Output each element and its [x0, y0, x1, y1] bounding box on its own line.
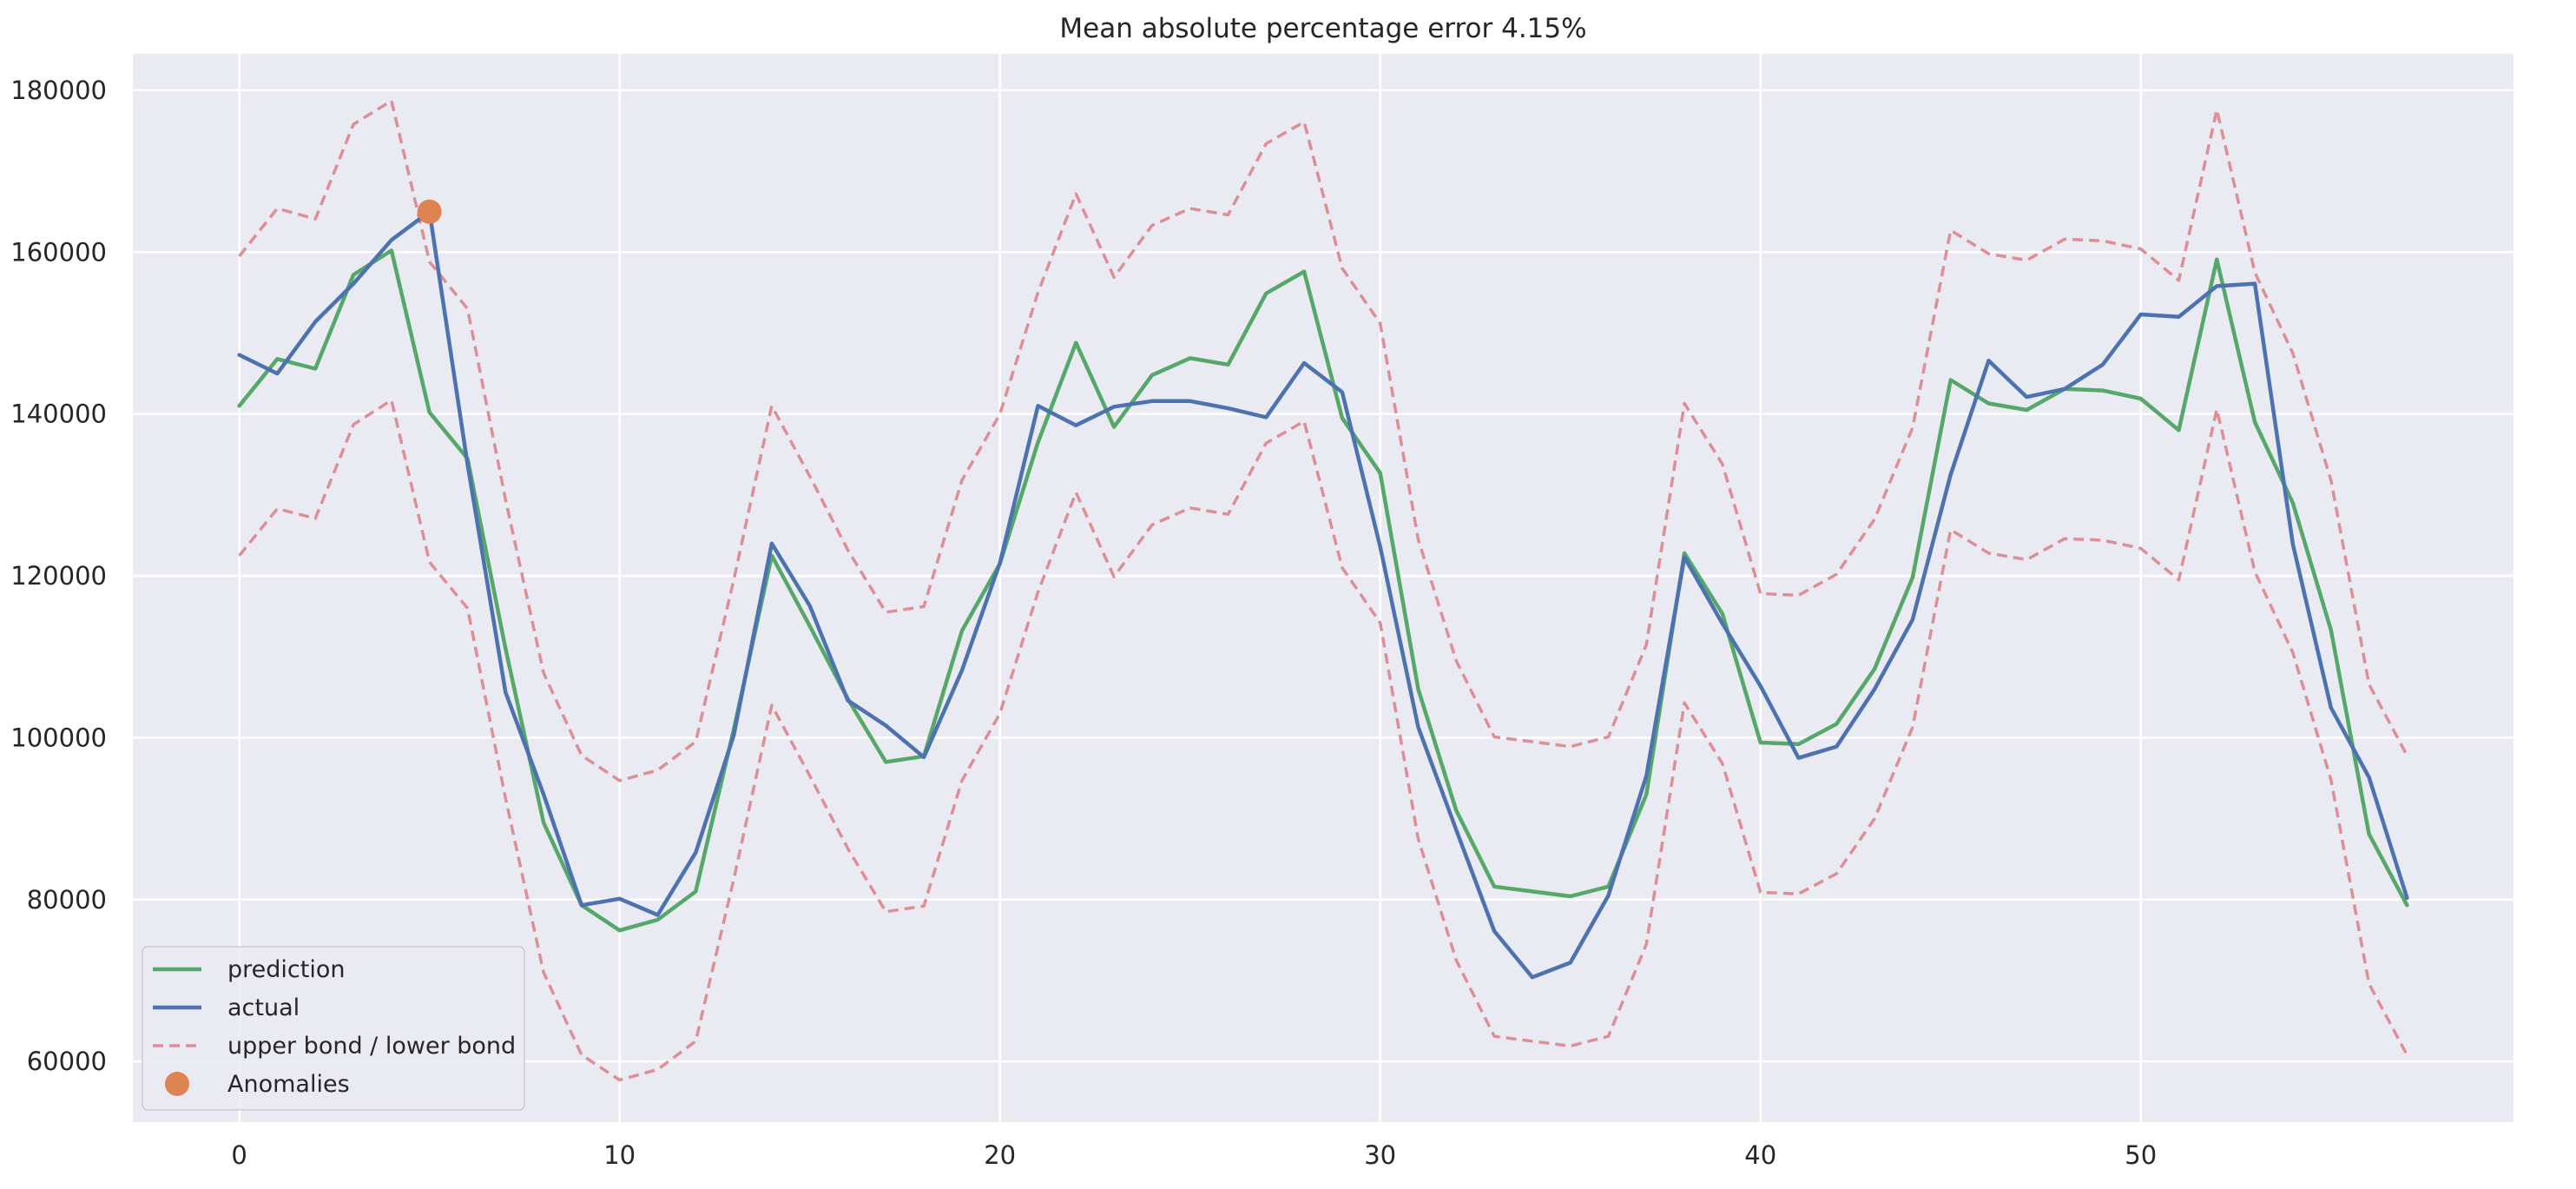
y-tick-label: 60000 — [27, 1047, 107, 1076]
series-layer — [237, 99, 2409, 1082]
legend-swatch-anomalies — [165, 1072, 189, 1096]
anomaly-layer — [417, 199, 442, 224]
series-line-upper-bond-lower-bond — [238, 99, 2408, 783]
grid-lines — [133, 54, 2513, 1122]
x-tick-label: 20 — [984, 1140, 1016, 1170]
anomaly-point — [417, 199, 442, 224]
y-tick-label: 80000 — [27, 885, 107, 915]
x-tick-label: 10 — [603, 1140, 636, 1170]
y-tick-label: 180000 — [10, 76, 107, 105]
x-tick-label: 40 — [1744, 1140, 1776, 1170]
legend-label-prediction: prediction — [227, 956, 345, 983]
x-tick-label: 30 — [1364, 1140, 1396, 1170]
series-line-prediction — [237, 248, 2409, 933]
legend-box — [142, 946, 525, 1111]
legend-label-anomalies: Anomalies — [227, 1071, 350, 1098]
x-tick-label: 50 — [2125, 1140, 2157, 1170]
series-line-actual — [237, 209, 2409, 980]
x-axis-ticks: 0 10 20 30 40 50 — [231, 1140, 2157, 1170]
legend-label-bounds: upper bond / lower bond — [227, 1033, 516, 1060]
y-tick-label: 100000 — [10, 723, 107, 752]
y-tick-label: 140000 — [10, 400, 107, 429]
legend-label-actual: actual — [227, 994, 300, 1021]
y-tick-label: 120000 — [10, 561, 107, 591]
series-line-lower-bond — [238, 399, 2408, 1082]
x-tick-label: 0 — [231, 1140, 247, 1170]
legend: prediction actual upper bond / lower bon… — [142, 946, 525, 1111]
y-axis-ticks: 60000 80000 100000 120000 140000 160000 180000 — [10, 76, 107, 1076]
chart-title: Mean absolute percentage error 4.15% — [1059, 13, 1586, 44]
plot-area — [133, 54, 2513, 1122]
y-tick-label: 160000 — [10, 237, 107, 267]
